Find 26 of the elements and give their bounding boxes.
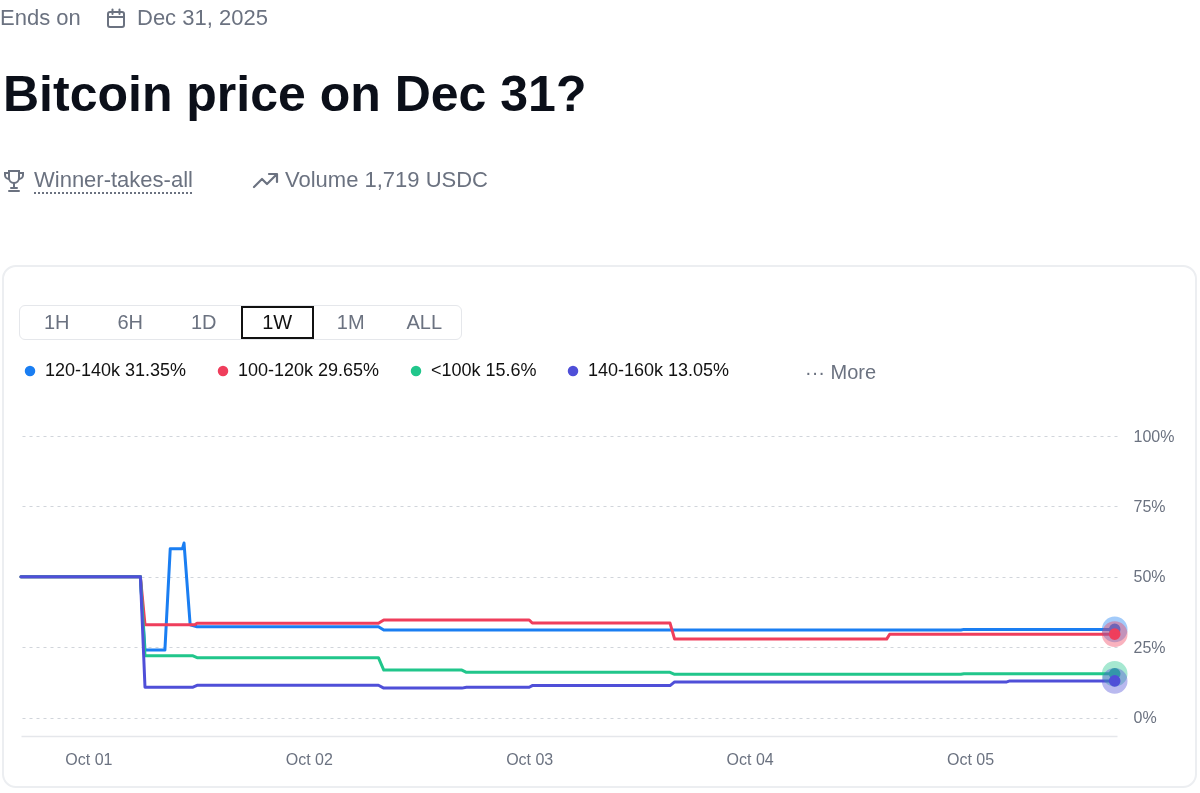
y-tick-label: 100% — [1133, 427, 1175, 445]
text: Dec 31, 2025 — [137, 5, 268, 31]
x-tick-label: Oct 05 — [946, 750, 995, 768]
x-tick-label: Oct 03 — [506, 750, 554, 768]
x-tick-label: Oct 04 — [726, 750, 774, 768]
legend-label: 140-160k 13.05% — [588, 360, 730, 380]
legend-label: 120-140k 31.35% — [45, 360, 187, 380]
y-tick-label: 50% — [1133, 568, 1166, 586]
x-tick-label: Oct 01 — [65, 750, 113, 768]
legend-label: <100k 15.6% — [431, 360, 537, 380]
text: ALL — [387, 306, 461, 339]
text: Volume 1,719 USDC — [285, 167, 488, 193]
text: 1H — [20, 306, 94, 339]
text: 1D — [167, 306, 241, 339]
text: Winner-takes-all — [34, 167, 193, 193]
x-tick-label: Oct 02 — [285, 750, 333, 768]
text: ··· More — [805, 360, 877, 384]
text: 1W — [240, 306, 314, 339]
text: Ends on — [0, 5, 81, 31]
chart-title: Bitcoin price on Dec 31? — [3, 65, 587, 124]
text: 6H — [93, 306, 167, 339]
y-tick-label: 75% — [1133, 497, 1166, 515]
text: 1M — [314, 306, 388, 339]
legend-label: 100-120k 29.65% — [238, 360, 380, 380]
y-tick-label: 0% — [1133, 709, 1157, 727]
y-tick-label: 25% — [1133, 638, 1166, 656]
